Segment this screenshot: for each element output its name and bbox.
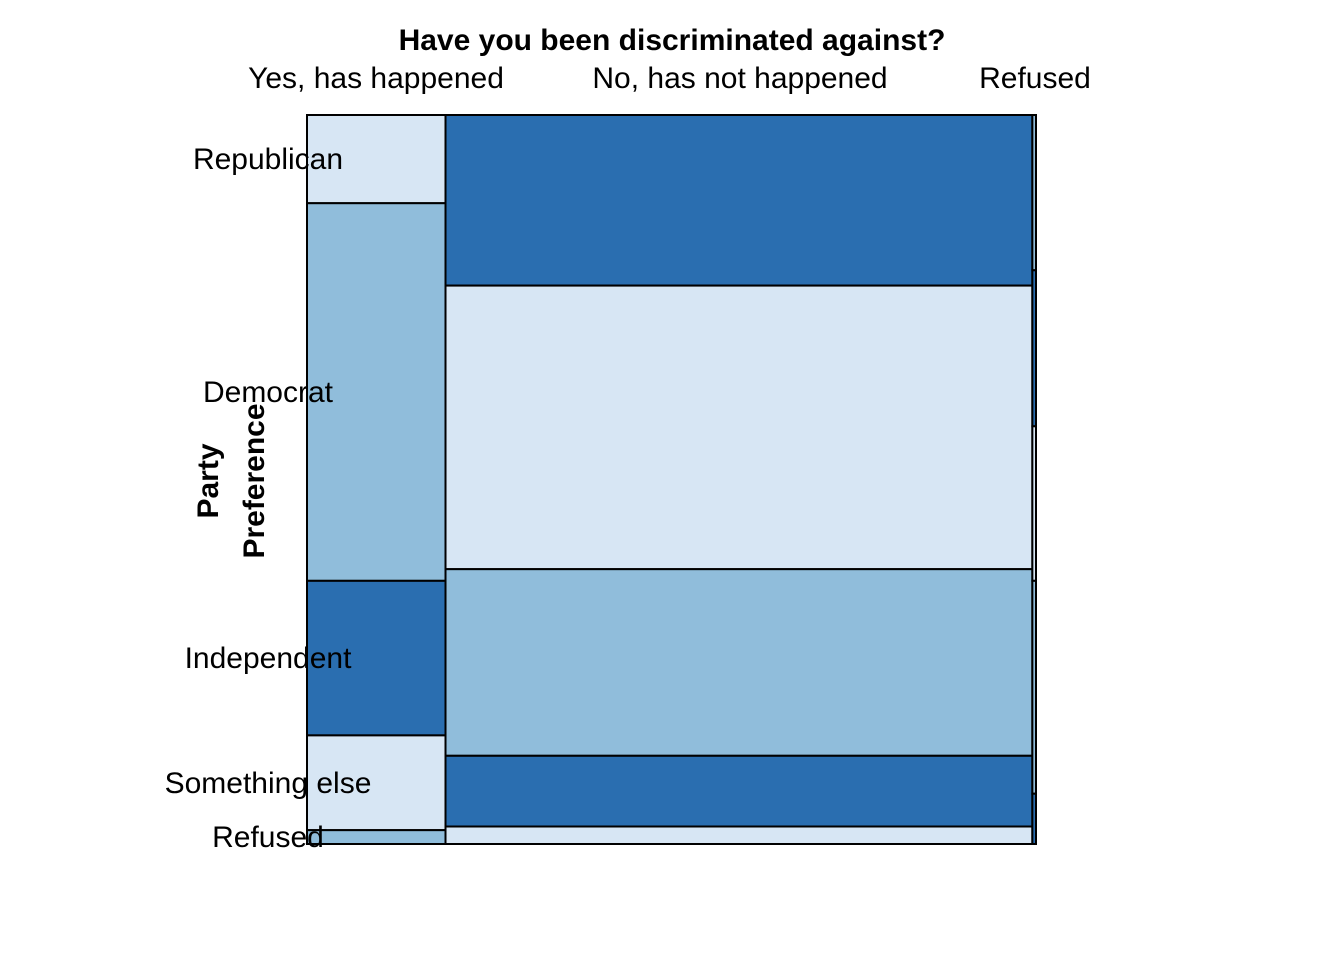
tile-1-2 <box>444 568 1034 757</box>
tile-1-3 <box>444 754 1034 828</box>
tile-0-1 <box>306 202 447 582</box>
tile-2-1 <box>1031 269 1037 428</box>
tile-0-0 <box>306 114 447 205</box>
tile-2-2 <box>1031 425 1037 582</box>
y-axis-label-line1: Party <box>192 443 225 518</box>
row-labels: Republican Democrat Independent Something e… <box>165 143 372 854</box>
tile-2-4 <box>1031 792 1037 845</box>
row-label-2: Independent <box>185 642 352 675</box>
y-axis-label-line2: Preference <box>238 403 271 558</box>
row-label-3: Something else <box>165 767 372 800</box>
column-label-0: Yes, has happened <box>248 62 504 95</box>
column-labels: Yes, has happened No, has not happened Ref… <box>248 62 1091 95</box>
row-label-1: Democrat <box>203 376 334 409</box>
tile-1-0 <box>444 114 1034 287</box>
tile-0-4 <box>306 829 447 845</box>
row-label-0: Republican <box>193 143 343 176</box>
tile-0-2 <box>306 579 447 737</box>
chart-title: Have you been discriminated against? <box>399 24 946 57</box>
tile-1-4 <box>444 825 1034 846</box>
column-label-1: No, has not happened <box>592 62 887 95</box>
tile-2-3 <box>1031 579 1037 795</box>
column-label-2: Refused <box>979 62 1091 95</box>
row-label-4: Refused <box>212 821 324 854</box>
tile-2-0 <box>1031 114 1037 272</box>
tile-1-1 <box>444 284 1034 571</box>
mosaic-tiles <box>306 114 1037 846</box>
